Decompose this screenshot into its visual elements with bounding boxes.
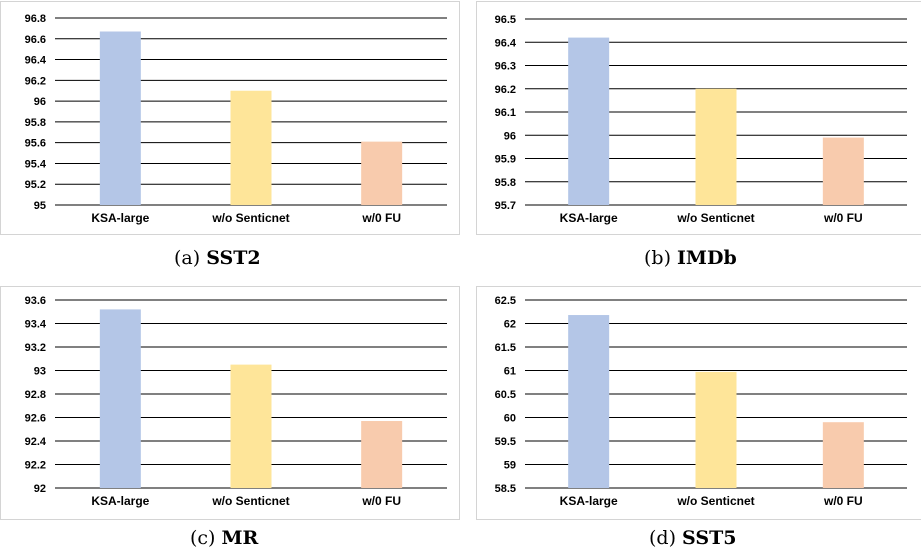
x-category-label: KSA-large xyxy=(560,211,618,225)
caption-title: SST5 xyxy=(682,527,737,549)
caption-prefix: (d) xyxy=(649,527,676,549)
y-tick-label: 96.6 xyxy=(25,34,46,46)
x-category-label: w/o Senticnet xyxy=(211,211,289,225)
caption-title: SST2 xyxy=(206,247,261,269)
caption-sst5: (d) SST5 xyxy=(649,527,736,549)
y-tick-label: 93.2 xyxy=(25,342,46,354)
y-tick-label: 95.2 xyxy=(25,179,46,191)
y-tick-label: 62 xyxy=(504,319,516,331)
y-tick-label: 95.8 xyxy=(25,117,46,129)
y-tick-label: 96.4 xyxy=(25,55,47,67)
x-category-label: w/0 FU xyxy=(823,211,863,225)
x-category-label: KSA-large xyxy=(91,494,149,508)
y-tick-label: 92 xyxy=(34,483,46,495)
y-tick-label: 61.5 xyxy=(495,342,516,354)
x-category-label: KSA-large xyxy=(560,494,618,508)
y-tick-label: 93 xyxy=(34,366,46,378)
caption-sst2: (a) SST2 xyxy=(174,247,261,269)
chart-panel-sst2: 95 95.2 95.4 95.6 95.8 96 96.2 96.4 96.6 96.8 KSA-… xyxy=(0,0,460,277)
bar-w-0-fu xyxy=(822,137,864,205)
x-category-label: w/0 FU xyxy=(361,211,401,225)
y-tick-label: 92.2 xyxy=(25,460,46,472)
bar-w-o-senticnet xyxy=(695,371,737,488)
chart-panel-mr: 92 92.2 92.4 92.6 92.8 93 93.2 93.4 93.6 KSA-larg… xyxy=(0,277,460,554)
x-category-label: w/0 FU xyxy=(823,494,863,508)
bar-chart-mr: 92 92.2 92.4 92.6 92.8 93 93.2 93.4 93.6 KSA-larg… xyxy=(25,295,447,508)
x-category-label: KSA-large xyxy=(91,211,149,225)
x-category-label: w/o Senticnet xyxy=(676,211,754,225)
caption-prefix: (c) xyxy=(190,527,216,549)
y-tick-label: 96.3 xyxy=(495,61,516,73)
caption-title: IMDb xyxy=(677,247,737,269)
y-tick-label: 95 xyxy=(34,200,46,212)
y-tick-label: 95.4 xyxy=(25,158,47,170)
bar-chart-sst5: 58.5 59 59.5 60 60.5 61 61.5 62 62.5 KSA-large w/o… xyxy=(495,295,907,508)
caption-prefix: (b) xyxy=(644,247,671,269)
bar-ksa-large xyxy=(568,315,610,488)
bar-w-o-senticnet xyxy=(695,88,737,205)
bar-w-0-fu xyxy=(361,421,403,488)
y-tick-label: 96 xyxy=(34,96,46,108)
bar-ksa-large xyxy=(99,31,141,206)
caption-imdb: (b) IMDb xyxy=(644,247,737,269)
bar-ksa-large xyxy=(99,309,141,488)
y-tick-label: 58.5 xyxy=(495,483,516,495)
y-tick-label: 95.7 xyxy=(495,200,516,212)
bar-ksa-large xyxy=(568,37,610,205)
bar-chart-imdb: 95.7 95.8 95.9 96 96.1 96.2 96.3 96.4 96.5 KSA-la… xyxy=(495,14,907,225)
caption-title: MR xyxy=(221,527,259,549)
caption-prefix: (a) xyxy=(174,247,201,269)
y-tick-label: 96 xyxy=(504,130,516,142)
y-tick-label: 96.5 xyxy=(495,14,516,26)
y-tick-label: 96.2 xyxy=(495,84,516,96)
x-category-label: w/o Senticnet xyxy=(211,494,289,508)
x-category-label: w/o Senticnet xyxy=(676,494,754,508)
bar-w-0-fu xyxy=(822,422,864,488)
y-tick-label: 61 xyxy=(504,366,516,378)
y-tick-label: 96.1 xyxy=(495,107,516,119)
chart-panel-sst5: 58.5 59 59.5 60 60.5 61 61.5 62 62.5 KSA-large w/o… xyxy=(462,277,921,554)
y-tick-label: 93.4 xyxy=(25,319,47,331)
y-tick-label: 96.4 xyxy=(495,37,517,49)
y-tick-label: 59.5 xyxy=(495,436,516,448)
bar-w-o-senticnet xyxy=(230,90,272,205)
y-tick-label: 95.6 xyxy=(25,138,46,150)
y-tick-label: 60 xyxy=(504,413,516,425)
caption-mr: (c) MR xyxy=(190,527,258,549)
y-tick-label: 93.6 xyxy=(25,295,46,307)
y-tick-label: 92.6 xyxy=(25,413,46,425)
y-tick-label: 92.8 xyxy=(25,389,46,401)
chart-panel-imdb: 95.7 95.8 95.9 96 96.1 96.2 96.3 96.4 96.5 KSA-la… xyxy=(462,0,921,277)
bar-w-0-fu xyxy=(361,141,403,205)
bar-chart-sst2: 95 95.2 95.4 95.6 95.8 96 96.2 96.4 96.6 96.8 KSA-… xyxy=(25,13,447,225)
bar-w-o-senticnet xyxy=(230,364,272,488)
y-tick-label: 95.9 xyxy=(495,154,516,166)
y-tick-label: 62.5 xyxy=(495,295,516,307)
y-tick-label: 92.4 xyxy=(25,436,47,448)
x-category-label: w/0 FU xyxy=(361,494,401,508)
y-tick-label: 96.2 xyxy=(25,75,46,87)
y-tick-label: 95.8 xyxy=(495,177,516,189)
y-tick-label: 60.5 xyxy=(495,389,516,401)
y-tick-label: 59 xyxy=(504,460,516,472)
y-tick-label: 96.8 xyxy=(25,13,46,25)
